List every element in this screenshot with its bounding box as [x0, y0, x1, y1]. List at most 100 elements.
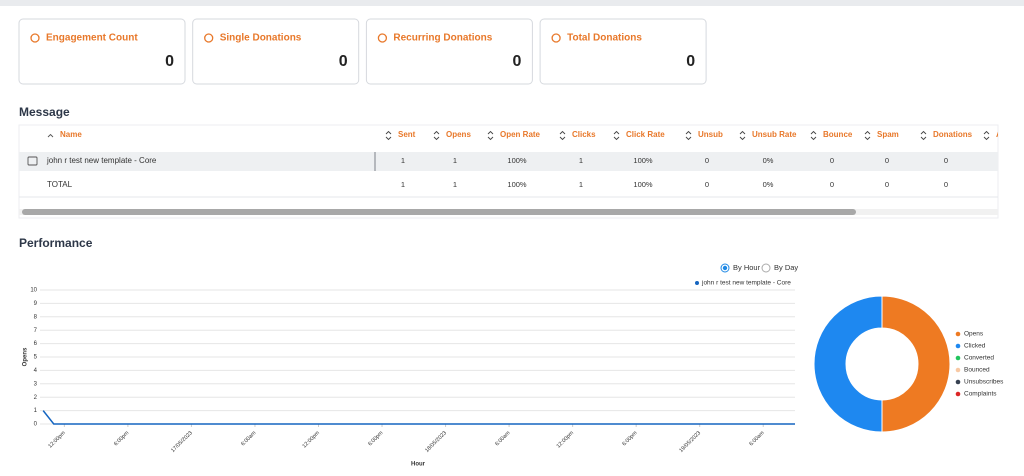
sort-icon[interactable]	[385, 130, 392, 141]
card-title: Engagement Count	[46, 33, 138, 44]
legend-label[interactable]: Converted	[964, 355, 994, 362]
column-header[interactable]: Clicks	[572, 130, 596, 139]
x-tick-label: 6:00am	[748, 430, 766, 448]
scrollbar-thumb[interactable]	[22, 209, 856, 215]
table-cell: TOTAL	[47, 180, 73, 189]
column-header[interactable]: Name	[60, 130, 82, 139]
column-header[interactable]: Click Rate	[626, 130, 665, 139]
table-cell: 1	[453, 180, 457, 189]
column-header[interactable]: A	[996, 130, 1002, 139]
column-header[interactable]: Unsub	[698, 130, 723, 139]
table-cell: 1	[453, 156, 457, 165]
card-icon	[204, 33, 214, 43]
row-highlight	[19, 152, 998, 171]
sort-icon[interactable]	[613, 130, 620, 141]
legend-marker	[955, 355, 961, 361]
sort-icon[interactable]	[559, 130, 566, 141]
legend-marker	[955, 343, 961, 349]
card	[192, 18, 360, 85]
x-tick-label: 12:00pm	[47, 430, 67, 450]
column-header[interactable]: Spam	[877, 130, 899, 139]
sort-icon[interactable]	[920, 130, 927, 141]
sort-icon[interactable]	[47, 133, 54, 138]
sort-icon[interactable]	[864, 130, 871, 141]
column-header[interactable]: Unsub Rate	[752, 130, 797, 139]
table-cell: 100%	[633, 180, 653, 189]
y-tick-label: 9	[34, 301, 38, 307]
card-value: 0	[686, 53, 695, 70]
column-header[interactable]: Opens	[446, 130, 471, 139]
x-tick-label: 12:00pm	[302, 430, 322, 450]
card	[18, 18, 186, 85]
table-cell: john r test new template - Core	[46, 156, 157, 165]
y-tick-label: 10	[30, 288, 37, 294]
legend-label[interactable]: Bounced	[964, 367, 990, 374]
y-axis-label: Opens	[23, 347, 29, 366]
legend-label[interactable]: Clicked	[964, 343, 986, 350]
line-series	[42, 410, 795, 425]
table-cell: 1	[579, 180, 583, 189]
sort-icon[interactable]	[487, 130, 494, 141]
table-cell: 100%	[507, 180, 527, 189]
x-tick-label: 6:00am	[494, 430, 512, 448]
x-tick-label: 18/05/2023	[424, 430, 448, 454]
y-tick-label: 4	[34, 368, 38, 374]
y-tick-label: 7	[34, 328, 38, 334]
table-cell: 1	[401, 156, 405, 165]
legend-marker	[955, 367, 961, 373]
legend-label[interactable]: Unsubscribes	[964, 379, 1004, 386]
sort-icon[interactable]	[685, 130, 692, 141]
sort-icon[interactable]	[810, 130, 817, 141]
section-heading: Performance	[19, 236, 93, 250]
x-tick-label: 17/05/2023	[170, 430, 194, 454]
y-tick-label: 5	[34, 355, 38, 361]
radio-label[interactable]: By Day	[774, 263, 798, 272]
table-cell: 0	[705, 180, 709, 189]
table-frame	[18, 124, 999, 219]
table-cell: 0	[885, 180, 889, 189]
x-tick-label: 19/05/2023	[678, 430, 702, 454]
table-cell: 0	[944, 156, 948, 165]
card-title: Total Donations	[567, 33, 642, 44]
x-tick-label: 6:00pm	[367, 430, 385, 448]
card-icon	[551, 33, 561, 43]
card-icon	[30, 33, 40, 43]
y-tick-label: 1	[34, 408, 38, 414]
table: Name Sent Opens Open Rate Clicks Click Rate Un…	[19, 130, 1002, 198]
x-axis-label: Hour	[411, 462, 426, 468]
radio-label[interactable]: By Hour	[733, 263, 761, 272]
legend-label[interactable]: Complaints	[964, 391, 997, 398]
table-cell: 0	[705, 156, 709, 165]
table-cell: 0%	[763, 156, 774, 165]
radio-button[interactable]	[761, 263, 771, 273]
y-tick-label: 8	[34, 314, 38, 320]
y-tick-label: 2	[34, 395, 38, 401]
column-header[interactable]: Sent	[398, 130, 416, 139]
card	[365, 18, 533, 85]
table-cell: 0	[944, 180, 948, 189]
table-cell: 1	[401, 180, 405, 189]
sort-icon[interactable]	[983, 130, 990, 141]
table-cell: 100%	[633, 156, 653, 165]
y-tick-label: 0	[34, 422, 38, 428]
column-header[interactable]: Open Rate	[500, 130, 541, 139]
table-cell: 0	[885, 156, 889, 165]
legend-label[interactable]: john r test new template - Core	[701, 280, 791, 287]
donut-slice	[881, 295, 951, 433]
card	[539, 18, 707, 85]
legend-marker	[695, 281, 699, 285]
legend-label[interactable]: Opens	[964, 331, 984, 338]
table-cell: 100%	[507, 156, 527, 165]
column-header[interactable]: Bounce	[823, 130, 853, 139]
table-cell: 0	[830, 180, 834, 189]
section-heading: Message	[19, 105, 70, 119]
column-header[interactable]: Donations	[933, 130, 973, 139]
sort-icon[interactable]	[739, 130, 746, 141]
sort-icon[interactable]	[433, 130, 440, 141]
y-tick-label: 3	[34, 381, 38, 387]
card-title: Recurring Donations	[393, 33, 492, 44]
card-value: 0	[339, 53, 348, 70]
table-cell: 0	[830, 156, 834, 165]
